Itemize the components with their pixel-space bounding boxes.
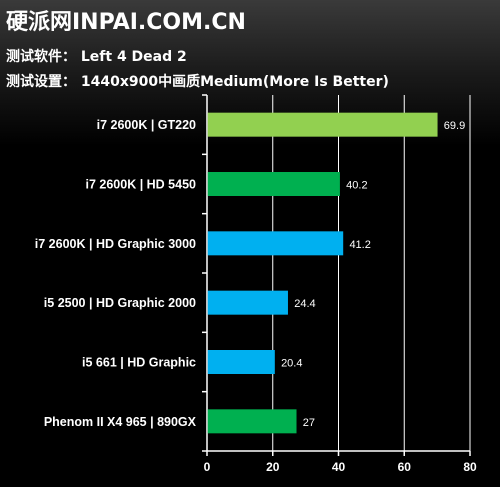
category-label-5: Phenom II X4 965 | 890GX xyxy=(44,415,197,429)
bar-5 xyxy=(208,409,297,433)
x-tick-label-0: 0 xyxy=(204,460,211,474)
bar-3 xyxy=(208,291,288,315)
bar-1 xyxy=(208,172,340,196)
value-label-4: 20.4 xyxy=(281,358,302,370)
category-label-3: i5 2500 | HD Graphic 2000 xyxy=(44,296,196,310)
value-label-2: 41.2 xyxy=(349,239,370,251)
category-label-0: i7 2600K | GT220 xyxy=(97,118,196,132)
test-settings-line: 测试设置： 1440x900中画质Medium(More Is Better) xyxy=(6,71,389,91)
x-tick-label-2: 40 xyxy=(332,460,346,474)
value-label-1: 40.2 xyxy=(346,180,367,192)
category-label-2: i7 2600K | HD Graphic 3000 xyxy=(35,237,196,251)
x-tick-label-1: 20 xyxy=(266,460,280,474)
bar-2 xyxy=(208,231,343,255)
value-label-0: 69.9 xyxy=(444,120,465,132)
x-tick-label-4: 80 xyxy=(463,460,477,474)
value-label-3: 24.4 xyxy=(294,298,315,310)
test-software-line: 测试软件： Left 4 Dead 2 xyxy=(6,46,187,66)
value-label-5: 27 xyxy=(303,417,315,429)
bar-4 xyxy=(208,350,275,374)
category-label-4: i5 661 | HD Graphic xyxy=(82,356,196,370)
site-title: 硬派网INPAI.COM.CN xyxy=(6,4,246,36)
bar-0 xyxy=(208,113,438,137)
x-tick-label-3: 60 xyxy=(398,460,412,474)
category-label-1: i7 2600K | HD 5450 xyxy=(85,178,196,192)
